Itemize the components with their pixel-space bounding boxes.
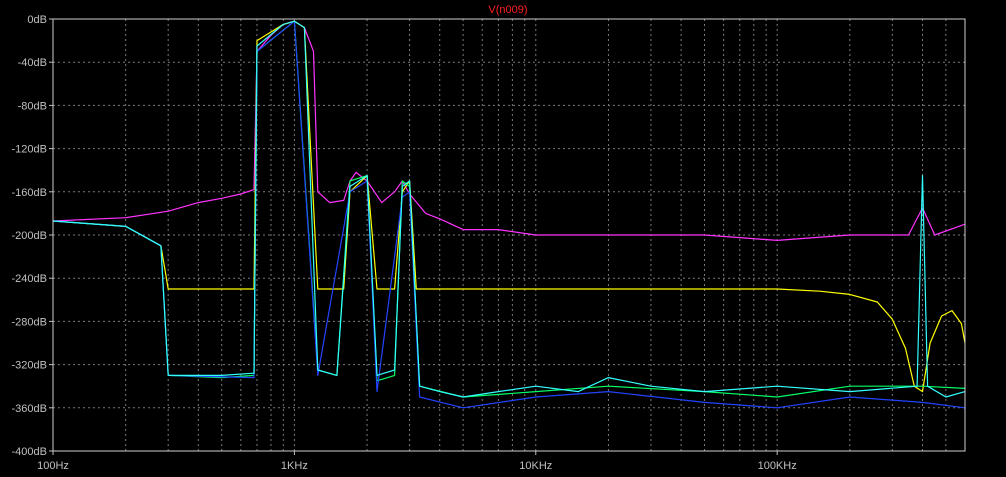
x-axis-labels: 100Hz 1KHz 10KHz 100KHz (37, 451, 797, 472)
x-tick-label: 1KHz (281, 460, 308, 472)
y-tick-label: -200dB (12, 230, 47, 242)
trace-layer (52, 20, 966, 409)
x-tick-label: 100KHz (758, 460, 797, 472)
y-tick-label: -320dB (12, 360, 47, 372)
chart-title: V(n009) (488, 4, 527, 16)
y-tick-label: -400dB (12, 446, 47, 458)
x-tick-label: 10KHz (519, 460, 552, 472)
y-tick-label: -280dB (12, 316, 47, 328)
y-tick-label: -120dB (12, 144, 47, 156)
y-axis-labels: 0dB -40dB -80dB -120dB -160dB -200dB -240dB -28… (12, 14, 53, 458)
series-line-4 (52, 20, 966, 409)
y-tick-label: -160dB (12, 187, 47, 199)
series-line-1 (52, 20, 966, 241)
y-tick-label: -40dB (18, 57, 47, 69)
x-tick-label: 100Hz (37, 460, 69, 472)
series-line-5 (52, 20, 966, 398)
y-tick-label: -80dB (18, 100, 47, 112)
y-tick-label: 0dB (27, 14, 47, 26)
y-tick-label: -360dB (12, 403, 47, 415)
y-tick-label: -240dB (12, 273, 47, 285)
